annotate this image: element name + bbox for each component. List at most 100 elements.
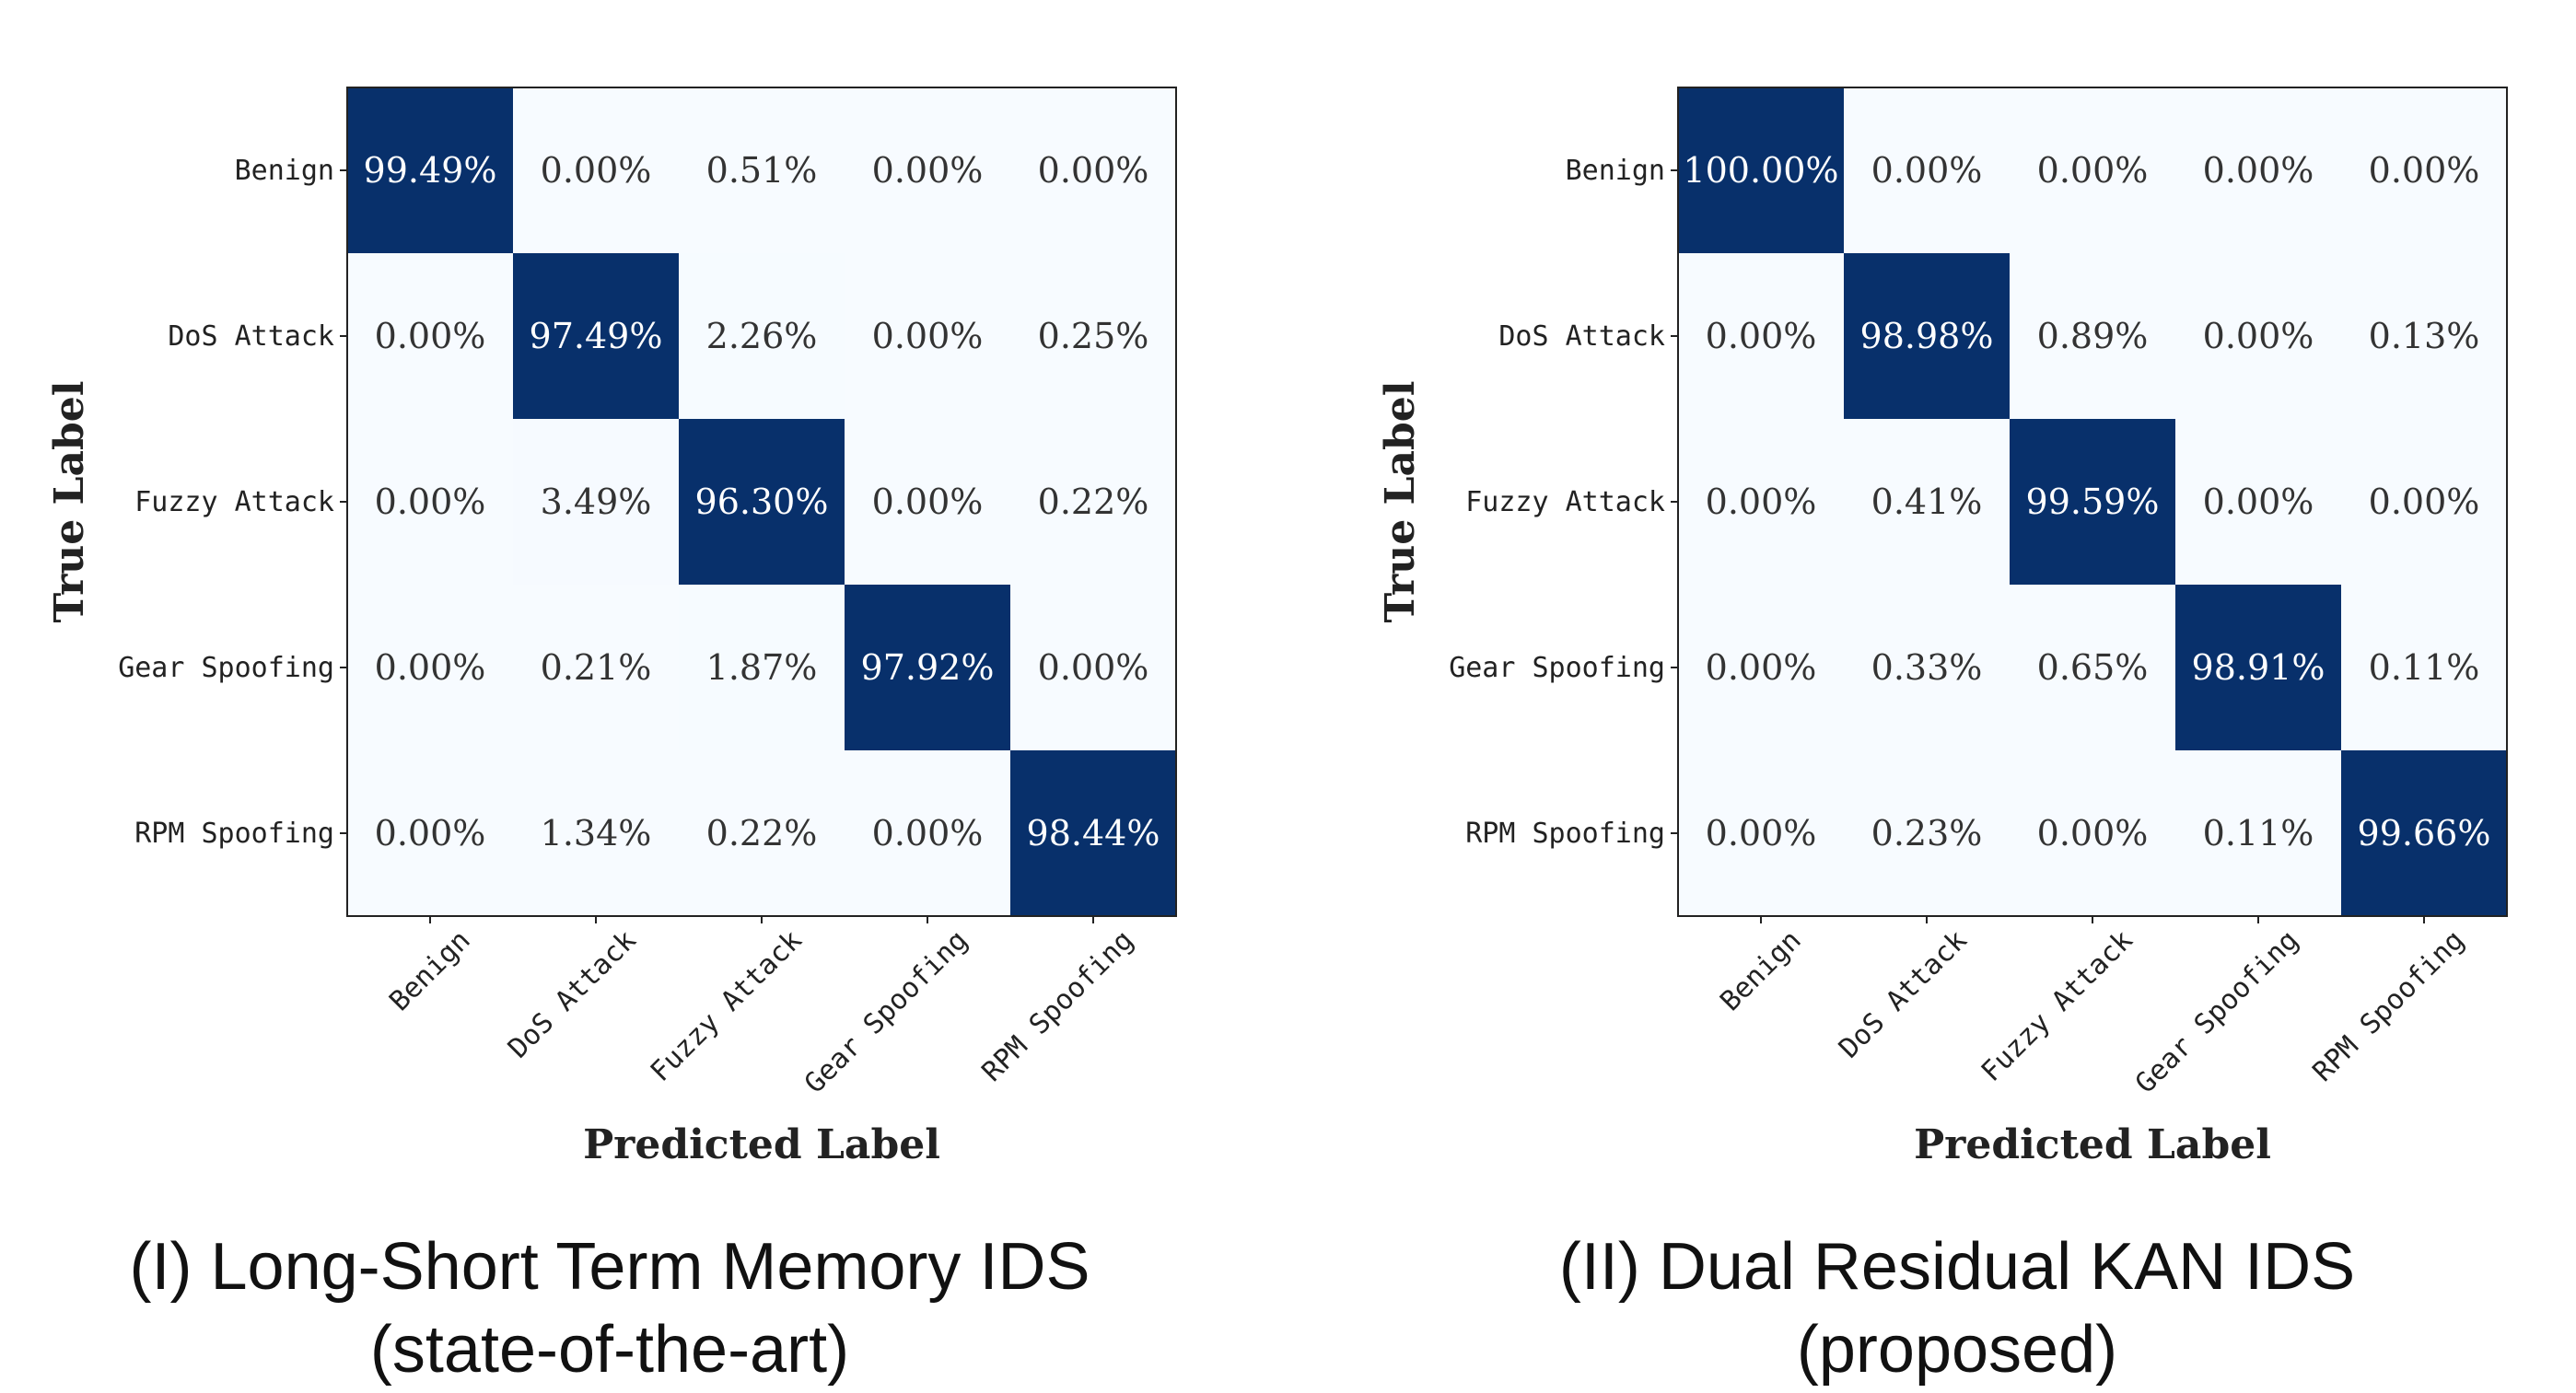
cell-value-label: 98.91% xyxy=(2192,647,2325,688)
cell-value-label: 0.41% xyxy=(1871,482,1983,522)
cell-value-label: 100.00% xyxy=(1683,150,1838,191)
heatmap-cell xyxy=(2341,87,2507,253)
cell-value-label: 0.00% xyxy=(2037,150,2149,191)
cell-value-label: 0.33% xyxy=(1871,647,1983,688)
heatmap-cell xyxy=(347,253,513,419)
y-tick-label: RPM Spoofing xyxy=(134,818,334,850)
heatmap-cell xyxy=(1678,750,1844,916)
caption-line-2: (state-of-the-art) xyxy=(370,1313,849,1387)
cell-value-label: 0.11% xyxy=(2203,813,2314,853)
heatmap-cell xyxy=(679,253,845,419)
cell-value-label: 0.13% xyxy=(2369,316,2480,356)
heatmap-cell xyxy=(1010,750,1176,916)
caption-line-1: (I) Long-Short Term Memory IDS xyxy=(130,1230,1090,1304)
heatmap-cell xyxy=(2341,585,2507,750)
x-tick-label: Fuzzy Attack xyxy=(1976,924,2139,1088)
cell-value-label: 0.89% xyxy=(2037,316,2149,356)
heatmap-cell xyxy=(1010,585,1176,750)
heatmap-cell xyxy=(2175,585,2341,750)
cell-value-label: 96.30% xyxy=(695,482,829,522)
cell-value-label: 0.00% xyxy=(541,150,652,191)
cell-value-label: 0.00% xyxy=(1706,482,1817,522)
cell-value-label: 97.92% xyxy=(861,647,995,688)
y-tick-label: DoS Attack xyxy=(168,320,334,353)
cell-value-label: 0.21% xyxy=(541,647,652,688)
cell-value-label: 0.00% xyxy=(375,647,486,688)
heatmap-cell xyxy=(845,419,1010,585)
heatmap-cell xyxy=(2175,750,2341,916)
heatmap-cell xyxy=(2010,419,2175,585)
x-tick-label: RPM Spoofing xyxy=(2307,924,2471,1088)
cell-value-label: 0.65% xyxy=(2037,647,2149,688)
cell-value-label: 0.00% xyxy=(872,482,984,522)
cell-value-label: 1.34% xyxy=(541,813,652,853)
heatmap-cell xyxy=(679,585,845,750)
heatmap-cell xyxy=(347,750,513,916)
heatmap-cell xyxy=(2341,750,2507,916)
heatmap-cell xyxy=(1844,419,2010,585)
cell-value-label: 0.00% xyxy=(375,482,486,522)
heatmap-cell xyxy=(679,750,845,916)
heatmap-cell xyxy=(1844,87,2010,253)
heatmap-cell xyxy=(679,87,845,253)
cell-value-label: 0.00% xyxy=(1038,647,1149,688)
cell-value-label: 0.00% xyxy=(872,316,984,356)
heatmap-cell xyxy=(2010,87,2175,253)
heatmap-cell xyxy=(513,419,679,585)
cell-value-label: 0.00% xyxy=(1706,316,1817,356)
x-tick-label: Fuzzy Attack xyxy=(645,924,809,1088)
y-tick-label: Benign xyxy=(1566,155,1665,187)
y-tick-label: DoS Attack xyxy=(1498,320,1665,353)
heatmap-cell xyxy=(679,419,845,585)
cell-value-label: 99.59% xyxy=(2026,482,2160,522)
cell-value-label: 99.49% xyxy=(364,150,497,191)
x-tick-label: RPM Spoofing xyxy=(976,924,1140,1088)
y-tick-label: Benign xyxy=(235,155,334,187)
cell-value-label: 0.11% xyxy=(2369,647,2480,688)
heatmap-cell xyxy=(347,585,513,750)
heatmap-cell xyxy=(1678,419,1844,585)
cell-value-label: 97.49% xyxy=(530,316,663,356)
caption-line-1: (II) Dual Residual KAN IDS xyxy=(1559,1230,2355,1304)
cell-value-label: 0.00% xyxy=(2203,482,2314,522)
cell-value-label: 0.00% xyxy=(1038,150,1149,191)
heatmap-cell xyxy=(1844,253,2010,419)
cell-value-label: 0.00% xyxy=(2203,150,2314,191)
y-tick-label: Fuzzy Attack xyxy=(134,486,334,518)
confusion-matrix-dual-residual-kan: 100.00% 0.00% 0.00% 0.00% 0.00% 0.00% 98.98% 0.… xyxy=(1377,87,2508,1387)
cell-value-label: 1.87% xyxy=(706,647,818,688)
cell-value-label: 0.00% xyxy=(2037,813,2149,853)
heatmap-cell xyxy=(2175,87,2341,253)
heatmap-cell xyxy=(2341,419,2507,585)
cell-value-label: 0.00% xyxy=(872,150,984,191)
cell-value-label: 0.00% xyxy=(2203,316,2314,356)
y-axis-title: True Label xyxy=(1377,381,1424,623)
heatmap-cell xyxy=(845,87,1010,253)
cell-value-label: 0.00% xyxy=(375,316,486,356)
cell-value-label: 0.00% xyxy=(1706,647,1817,688)
x-tick-label: Gear Spoofing xyxy=(798,924,974,1100)
heatmap-cell xyxy=(513,87,679,253)
x-tick-label: Benign xyxy=(383,924,476,1017)
y-tick-label: Fuzzy Attack xyxy=(1465,486,1665,518)
x-tick-label: Gear Spoofing xyxy=(2129,924,2305,1100)
x-tick-label: DoS Attack xyxy=(1833,924,1973,1064)
heatmap-cell xyxy=(2341,253,2507,419)
cell-value-label: 0.00% xyxy=(1706,813,1817,853)
cell-value-label: 0.00% xyxy=(375,813,486,853)
heatmap-cell xyxy=(2010,253,2175,419)
x-axis-title: Predicted Label xyxy=(1914,1121,2271,1168)
heatmap-cell xyxy=(2010,585,2175,750)
cell-value-label: 0.00% xyxy=(2369,150,2480,191)
cell-value-label: 0.00% xyxy=(2369,482,2480,522)
y-tick-label: Gear Spoofing xyxy=(1449,652,1665,684)
cell-value-label: 3.49% xyxy=(541,482,652,522)
cell-value-label: 98.44% xyxy=(1027,813,1160,853)
heatmap-cell xyxy=(1678,253,1844,419)
heatmap-cell xyxy=(1010,253,1176,419)
cell-value-label: 0.25% xyxy=(1038,316,1149,356)
heatmap-cell xyxy=(1678,585,1844,750)
y-tick-label: RPM Spoofing xyxy=(1465,818,1665,850)
cell-value-label: 0.22% xyxy=(706,813,818,853)
